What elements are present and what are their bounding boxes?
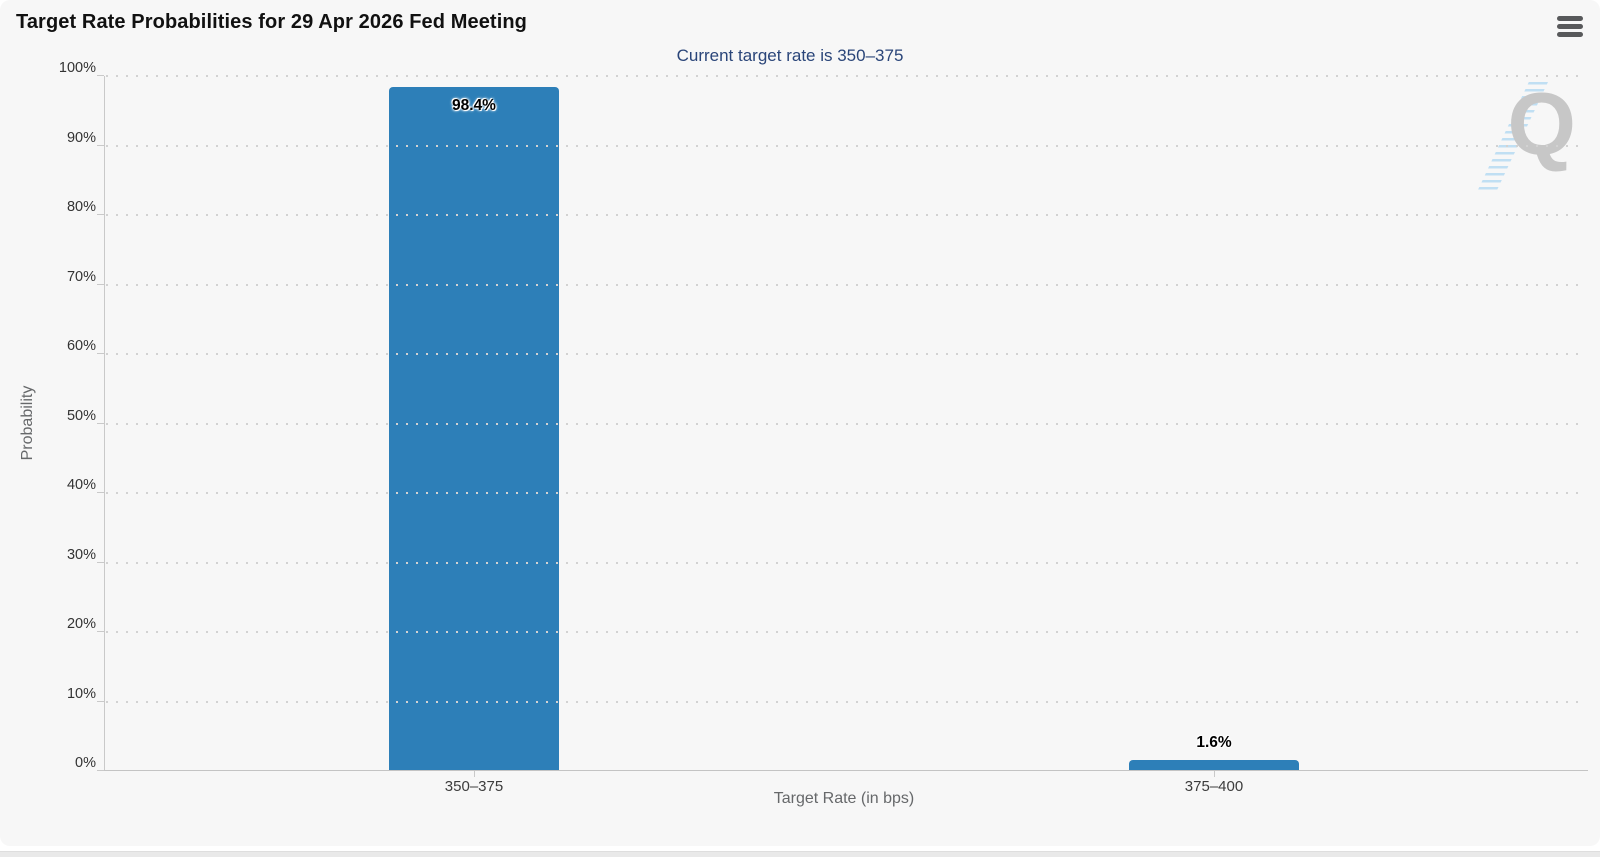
x-axis-tick: [1214, 771, 1215, 777]
bar-375-400[interactable]: 1.6%: [1129, 734, 1299, 771]
x-category-label: 350–375: [444, 778, 504, 795]
gridline: [106, 214, 1584, 216]
y-tick-label: 30%: [66, 546, 96, 563]
gridline: [106, 492, 1584, 494]
bar-350-375[interactable]: 98.4%: [389, 87, 559, 771]
chart-title: Target Rate Probabilities for 29 Apr 202…: [16, 11, 527, 33]
gridline: [106, 283, 1584, 286]
y-tick-label: 60%: [66, 338, 96, 354]
y-axis-tick: [97, 700, 104, 702]
hamburger-icon: [1557, 15, 1583, 21]
context-menu-button[interactable]: [1550, 10, 1590, 42]
y-tick-label: 80%: [66, 199, 96, 215]
hamburger-icon: [1557, 23, 1583, 29]
y-axis-tick: [97, 422, 104, 424]
y-axis-tick: [97, 214, 104, 215]
y-axis-tick: [97, 492, 104, 493]
gridline: [106, 631, 1584, 633]
chart-subtitle: Current target rate is 350–375: [676, 46, 904, 65]
y-axis-tick: [97, 283, 104, 285]
bar-value-label: 98.4%: [452, 97, 496, 115]
hamburger-icon: [1557, 31, 1583, 37]
gridline: [106, 700, 1584, 703]
y-tick-label: 20%: [66, 616, 96, 632]
y-axis-tick: [97, 353, 104, 354]
y-axis-tick: [97, 144, 104, 146]
page-section-divider: [0, 851, 1600, 857]
plot-area: 98.4% 1.6% 0% 10% 20% 30% 40% 50% 60% 70% 80% 90%…: [59, 60, 1588, 777]
y-tick-label: 50%: [66, 407, 96, 424]
y-tick-label: 0%: [75, 755, 96, 771]
y-axis-tick: [97, 631, 104, 632]
y-tick-label: 40%: [66, 477, 96, 493]
y-axis-title: Probability: [19, 385, 36, 461]
y-tick-label: 90%: [66, 129, 96, 146]
y-tick-label: 10%: [66, 685, 96, 702]
y-axis-tick: [97, 561, 104, 563]
x-category-label: 375–400: [1184, 778, 1244, 795]
x-axis-line: [104, 770, 1588, 771]
gridline: [106, 144, 1584, 147]
y-axis-line: [104, 76, 105, 771]
y-axis-tick: [97, 770, 104, 771]
gridline: [106, 561, 1584, 564]
y-tick-label: 70%: [66, 268, 96, 285]
y-tick-label: 100%: [58, 60, 96, 76]
gridline: [106, 422, 1584, 425]
x-axis-title: Target Rate (in bps): [773, 790, 915, 807]
gridline: [106, 353, 1584, 355]
gridline: [106, 75, 1584, 77]
x-axis-tick: [474, 771, 475, 777]
y-axis-tick: [97, 75, 104, 76]
bar-value-label: 1.6%: [1196, 733, 1232, 751]
